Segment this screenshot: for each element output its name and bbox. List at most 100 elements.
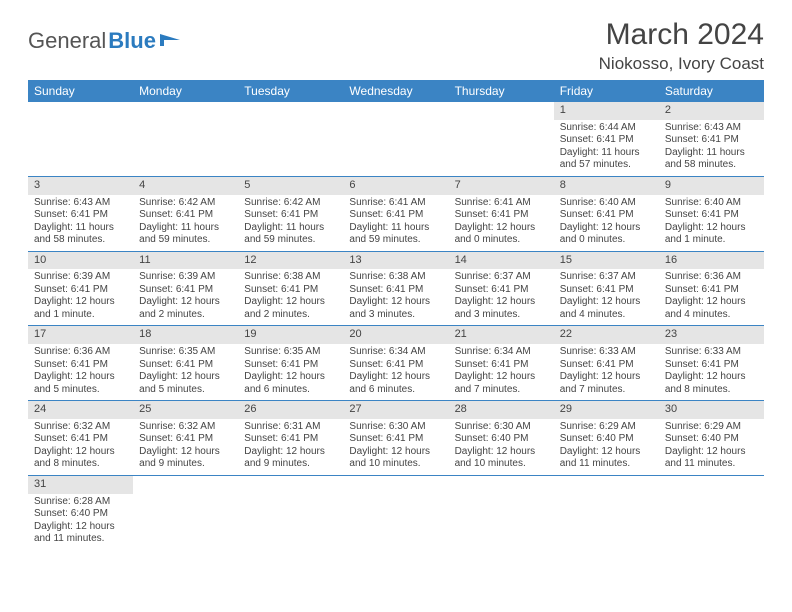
- daylight-text: Daylight: 12 hours and 10 minutes.: [455, 446, 548, 471]
- sunrise-text: Sunrise: 6:29 AM: [665, 421, 758, 434]
- day-info: Sunrise: 6:30 AMSunset: 6:40 PMDaylight:…: [453, 421, 550, 471]
- sunset-text: Sunset: 6:41 PM: [560, 134, 653, 147]
- calendar-day-cell: 25Sunrise: 6:32 AMSunset: 6:41 PMDayligh…: [133, 401, 238, 476]
- day-info: Sunrise: 6:34 AMSunset: 6:41 PMDaylight:…: [453, 346, 550, 396]
- day-info: Sunrise: 6:42 AMSunset: 6:41 PMDaylight:…: [137, 197, 234, 247]
- day-number: 31: [28, 476, 133, 494]
- sunrise-text: Sunrise: 6:28 AM: [34, 496, 127, 509]
- calendar-day-cell: 8Sunrise: 6:40 AMSunset: 6:41 PMDaylight…: [554, 176, 659, 251]
- calendar-empty-cell: [659, 475, 764, 549]
- calendar-day-cell: 1Sunrise: 6:44 AMSunset: 6:41 PMDaylight…: [554, 102, 659, 176]
- day-info: Sunrise: 6:38 AMSunset: 6:41 PMDaylight:…: [242, 271, 339, 321]
- sunrise-text: Sunrise: 6:37 AM: [560, 271, 653, 284]
- day-number: 10: [28, 252, 133, 270]
- brand-logo: GeneralBlue: [28, 18, 182, 54]
- calendar-day-cell: 18Sunrise: 6:35 AMSunset: 6:41 PMDayligh…: [133, 326, 238, 401]
- calendar-empty-cell: [554, 475, 659, 549]
- daylight-text: Daylight: 12 hours and 11 minutes.: [665, 446, 758, 471]
- day-number: 24: [28, 401, 133, 419]
- calendar-day-cell: 10Sunrise: 6:39 AMSunset: 6:41 PMDayligh…: [28, 251, 133, 326]
- sunrise-text: Sunrise: 6:39 AM: [34, 271, 127, 284]
- day-number: 16: [659, 252, 764, 270]
- daylight-text: Daylight: 12 hours and 2 minutes.: [244, 296, 337, 321]
- sunrise-text: Sunrise: 6:39 AM: [139, 271, 232, 284]
- day-number: 15: [554, 252, 659, 270]
- sunrise-text: Sunrise: 6:35 AM: [139, 346, 232, 359]
- title-block: March 2024 Niokosso, Ivory Coast: [599, 18, 764, 74]
- sunrise-text: Sunrise: 6:42 AM: [139, 197, 232, 210]
- calendar-day-cell: 22Sunrise: 6:33 AMSunset: 6:41 PMDayligh…: [554, 326, 659, 401]
- calendar-empty-cell: [28, 102, 133, 176]
- sunrise-text: Sunrise: 6:32 AM: [139, 421, 232, 434]
- day-number: 13: [343, 252, 448, 270]
- day-info: Sunrise: 6:34 AMSunset: 6:41 PMDaylight:…: [347, 346, 444, 396]
- day-number: 28: [449, 401, 554, 419]
- sunset-text: Sunset: 6:41 PM: [665, 359, 758, 372]
- calendar-table: SundayMondayTuesdayWednesdayThursdayFrid…: [28, 80, 764, 550]
- sunrise-text: Sunrise: 6:38 AM: [349, 271, 442, 284]
- day-info: Sunrise: 6:39 AMSunset: 6:41 PMDaylight:…: [137, 271, 234, 321]
- daylight-text: Daylight: 12 hours and 1 minute.: [665, 222, 758, 247]
- calendar-day-cell: 21 Sunrise: 6:34 AMSunset: 6:41 PMDayligh…: [449, 326, 554, 401]
- day-info: Sunrise: 6:44 AMSunset: 6:41 PMDaylight:…: [558, 122, 655, 172]
- sunset-text: Sunset: 6:40 PM: [560, 433, 653, 446]
- sunrise-text: Sunrise: 6:34 AM: [349, 346, 442, 359]
- sunrise-text: Sunrise: 6:33 AM: [665, 346, 758, 359]
- day-number: 2: [659, 102, 764, 120]
- calendar-empty-cell: [449, 102, 554, 176]
- day-info: Sunrise: 6:42 AMSunset: 6:41 PMDaylight:…: [242, 197, 339, 247]
- day-number: 8: [554, 177, 659, 195]
- calendar-empty-cell: [343, 475, 448, 549]
- sunset-text: Sunset: 6:41 PM: [349, 209, 442, 222]
- day-number: 25: [133, 401, 238, 419]
- daylight-text: Daylight: 12 hours and 11 minutes.: [560, 446, 653, 471]
- day-number: 21: [449, 326, 554, 344]
- sunset-text: Sunset: 6:41 PM: [455, 284, 548, 297]
- daylight-text: Daylight: 12 hours and 5 minutes.: [139, 371, 232, 396]
- day-number: 7: [449, 177, 554, 195]
- calendar-day-cell: 30Sunrise: 6:29 AMSunset: 6:40 PMDayligh…: [659, 401, 764, 476]
- calendar-day-cell: 26 Sunrise: 6:31 AMSunset: 6:41 PMDayligh…: [238, 401, 343, 476]
- day-number: 17: [28, 326, 133, 344]
- sunrise-text: Sunrise: 6:41 AM: [349, 197, 442, 210]
- day-info: Sunrise: 6:33 AMSunset: 6:41 PMDaylight:…: [663, 346, 760, 396]
- sunrise-text: Sunrise: 6:43 AM: [665, 122, 758, 135]
- calendar-week-row: 24Sunrise: 6:32 AMSunset: 6:41 PMDayligh…: [28, 401, 764, 476]
- day-info: Sunrise: 6:40 AMSunset: 6:41 PMDaylight:…: [663, 197, 760, 247]
- sunrise-text: Sunrise: 6:33 AM: [560, 346, 653, 359]
- calendar-week-row: 10Sunrise: 6:39 AMSunset: 6:41 PMDayligh…: [28, 251, 764, 326]
- daylight-text: Daylight: 12 hours and 7 minutes.: [560, 371, 653, 396]
- calendar-day-cell: 23 Sunrise: 6:33 AMSunset: 6:41 PMDayligh…: [659, 326, 764, 401]
- sunset-text: Sunset: 6:41 PM: [34, 433, 127, 446]
- daylight-text: Daylight: 11 hours and 59 minutes.: [139, 222, 232, 247]
- day-number: 29: [554, 401, 659, 419]
- sunset-text: Sunset: 6:41 PM: [455, 359, 548, 372]
- day-info: Sunrise: 6:32 AMSunset: 6:41 PMDaylight:…: [32, 421, 129, 471]
- sunset-text: Sunset: 6:41 PM: [139, 209, 232, 222]
- sunset-text: Sunset: 6:41 PM: [34, 359, 127, 372]
- day-number: 30: [659, 401, 764, 419]
- sunset-text: Sunset: 6:41 PM: [665, 209, 758, 222]
- calendar-day-cell: 11Sunrise: 6:39 AMSunset: 6:41 PMDayligh…: [133, 251, 238, 326]
- weekday-header: Monday: [133, 80, 238, 102]
- sunset-text: Sunset: 6:41 PM: [665, 134, 758, 147]
- logo-text-2: Blue: [108, 28, 156, 54]
- daylight-text: Daylight: 12 hours and 3 minutes.: [349, 296, 442, 321]
- sunrise-text: Sunrise: 6:34 AM: [455, 346, 548, 359]
- weekday-header: Sunday: [28, 80, 133, 102]
- calendar-day-cell: 3Sunrise: 6:43 AMSunset: 6:41 PMDaylight…: [28, 176, 133, 251]
- day-number: 23: [659, 326, 764, 344]
- day-number: 26: [238, 401, 343, 419]
- day-number: 27: [343, 401, 448, 419]
- calendar-day-cell: 7Sunrise: 6:41 AMSunset: 6:41 PMDaylight…: [449, 176, 554, 251]
- sunrise-text: Sunrise: 6:29 AM: [560, 421, 653, 434]
- calendar-week-row: 3Sunrise: 6:43 AMSunset: 6:41 PMDaylight…: [28, 176, 764, 251]
- daylight-text: Daylight: 12 hours and 7 minutes.: [455, 371, 548, 396]
- sunrise-text: Sunrise: 6:36 AM: [665, 271, 758, 284]
- daylight-text: Daylight: 12 hours and 3 minutes.: [455, 296, 548, 321]
- daylight-text: Daylight: 12 hours and 8 minutes.: [665, 371, 758, 396]
- day-info: Sunrise: 6:31 AMSunset: 6:41 PMDaylight:…: [242, 421, 339, 471]
- weekday-header: Wednesday: [343, 80, 448, 102]
- day-info: Sunrise: 6:28 AMSunset: 6:40 PMDaylight:…: [32, 496, 129, 546]
- flag-icon: [160, 28, 182, 54]
